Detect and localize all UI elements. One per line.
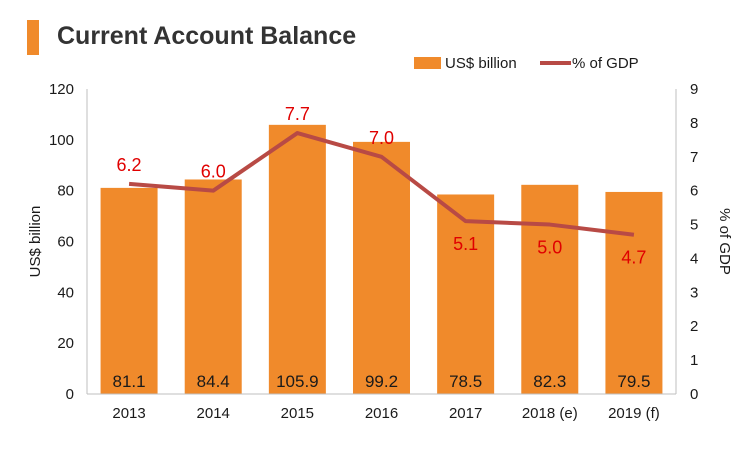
bar-2017 (437, 194, 495, 394)
chart-title: Current Account Balance (57, 22, 357, 50)
title-accent-bar (27, 20, 39, 55)
bar-2014 (184, 179, 242, 394)
bar-2019 (f) (605, 191, 663, 394)
line-value-label: 6.0 (201, 162, 226, 182)
bar-2018 (e) (521, 184, 579, 394)
bar-value-label: 82.3 (533, 372, 566, 391)
y2-tick-label: 6 (690, 183, 698, 200)
bar-value-label: 105.9 (276, 372, 319, 391)
y2-tick-label: 1 (690, 352, 698, 369)
y-tick-label: 40 (57, 284, 74, 301)
y-tick-label: 60 (57, 234, 74, 251)
y2-tick-label: 7 (690, 149, 698, 166)
y2-tick-label: 8 (690, 115, 698, 132)
line-value-label: 6.2 (117, 155, 142, 175)
y-tick-label: 20 (57, 335, 74, 352)
line-value-label: 7.0 (369, 128, 394, 148)
y-axis-title: US$ billion (27, 206, 44, 278)
line-value-label: 5.1 (453, 234, 478, 254)
line-value-label: 7.7 (285, 104, 310, 124)
y2-axis-title: % of GDP (716, 208, 733, 275)
y2-tick-label: 9 (690, 81, 698, 98)
x-tick-label: 2014 (197, 405, 230, 422)
gdp-percent-line (128, 131, 635, 237)
bar-value-label: 78.5 (449, 372, 482, 391)
line-value-label: 4.7 (621, 248, 646, 268)
x-tick-label: 2013 (112, 405, 145, 422)
y2-tick-label: 5 (690, 217, 698, 234)
line-value-label: 5.0 (537, 238, 562, 258)
y-tick-label: 120 (49, 81, 74, 98)
y2-tick-label: 2 (690, 318, 698, 335)
bar-2015 (268, 124, 326, 395)
bar-value-label: 84.4 (197, 372, 230, 391)
y-tick-label: 0 (66, 386, 74, 403)
bar-value-label: 81.1 (113, 372, 146, 391)
x-tick-label: 2018 (e) (522, 405, 578, 422)
bar-2013 (100, 187, 158, 394)
x-tick-label: 2015 (281, 405, 314, 422)
legend-label-bar: US$ billion (445, 55, 517, 72)
y2-tick-label: 3 (690, 284, 698, 301)
y-tick-label: 80 (57, 183, 74, 200)
x-tick-label: 2017 (449, 405, 482, 422)
bar-value-label: 79.5 (617, 372, 650, 391)
legend-label-line: % of GDP (572, 55, 639, 72)
y2-tick-label: 0 (690, 386, 698, 403)
y-tick-label: 100 (49, 132, 74, 149)
y2-tick-label: 4 (690, 250, 698, 267)
x-tick-label: 2019 (f) (608, 405, 660, 422)
bar-value-label: 99.2 (365, 372, 398, 391)
legend-swatch-bar (414, 57, 441, 69)
x-tick-label: 2016 (365, 405, 398, 422)
bar-2016 (353, 141, 410, 394)
